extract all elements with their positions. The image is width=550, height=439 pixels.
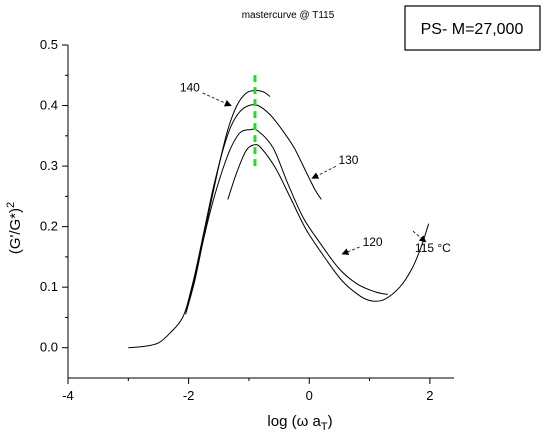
y-tick-label: 0.3 bbox=[40, 158, 58, 173]
legend-box-frame bbox=[404, 5, 541, 51]
y-tick-label: 0.5 bbox=[40, 37, 58, 52]
y-axis-title-superscript: 2 bbox=[5, 202, 17, 208]
series-annotation-label: 140 bbox=[180, 80, 200, 94]
y-tick-label: 0.2 bbox=[40, 219, 58, 234]
x-axis-title: log (ω aT) bbox=[267, 413, 332, 433]
x-tick-label: 2 bbox=[426, 388, 433, 403]
y-tick-label: 0.1 bbox=[40, 279, 58, 294]
series-line-2 bbox=[185, 128, 388, 315]
series-line-3 bbox=[227, 144, 430, 302]
x-tick-label: 0 bbox=[306, 388, 313, 403]
series-annotation-label: 115 °C bbox=[415, 241, 451, 255]
x-axis-title-subscript: T bbox=[321, 421, 328, 433]
series-line-1 bbox=[185, 104, 322, 312]
annotation-arrow bbox=[412, 230, 427, 243]
series-annotation-label: 120 bbox=[363, 235, 383, 249]
y-tick-label: 0.4 bbox=[40, 98, 58, 113]
y-axis-title: (G'/G*)2 bbox=[5, 202, 24, 254]
y-tick-label: 0.0 bbox=[40, 340, 58, 355]
series-annotation-label: 130 bbox=[338, 153, 358, 167]
annotation-arrow bbox=[311, 165, 337, 179]
x-tick-label: -4 bbox=[62, 388, 74, 403]
annotation-arrow bbox=[202, 92, 232, 107]
x-tick-label: -2 bbox=[183, 388, 195, 403]
plot-area: -4 -2 0 2 0.0 0.1 0.2 0.3 0.4 0.5 140 130 120 115 °C bbox=[40, 37, 454, 403]
chart-title: mastercurve @ T115 bbox=[242, 10, 335, 21]
legend-box-label: PS- M=27,000 bbox=[421, 21, 524, 38]
annotation-arrow bbox=[341, 246, 360, 255]
series-line-0 bbox=[128, 89, 271, 349]
legend-box: PS- M=27,000 bbox=[404, 5, 541, 51]
